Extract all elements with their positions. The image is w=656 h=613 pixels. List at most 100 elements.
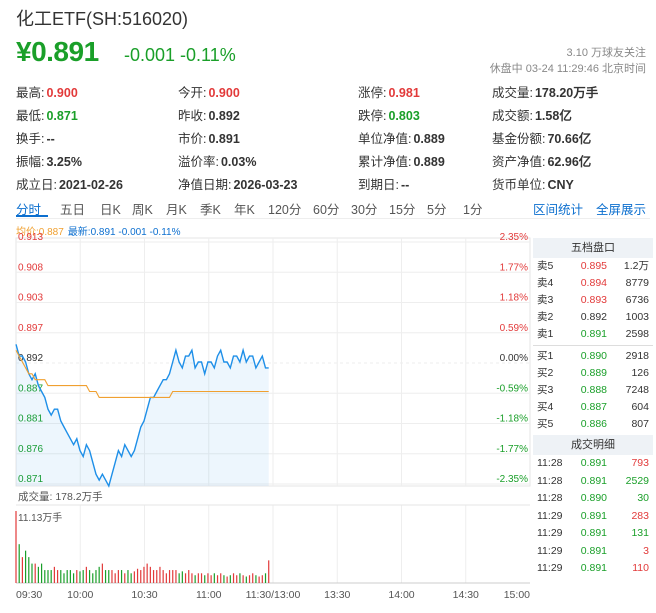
volume-bar bbox=[239, 573, 241, 583]
order-label: 卖2 bbox=[537, 311, 554, 323]
trade-price: 0.890 bbox=[580, 492, 607, 504]
trades-title: 成交明细 bbox=[533, 435, 653, 455]
volume-bar bbox=[220, 573, 222, 583]
volume-bar bbox=[162, 570, 164, 583]
stat-cell: 振幅: 3.25% bbox=[16, 151, 82, 170]
trade-time: 11:29 bbox=[537, 509, 563, 522]
tab-12[interactable]: 5分 bbox=[427, 203, 447, 217]
tab-4[interactable]: 周K bbox=[132, 203, 153, 217]
ask-row: 卖4 0.894 8779 bbox=[533, 275, 653, 292]
time-tick-label: 14:30 bbox=[453, 589, 479, 601]
y-pct-label: 1.18% bbox=[500, 293, 528, 304]
tab-10[interactable]: 30分 bbox=[351, 203, 378, 217]
stat-cell: 最低: 0.871 bbox=[16, 105, 78, 124]
order-volume: 1.2万 bbox=[623, 260, 649, 272]
stat-cell: 市价: 0.891 bbox=[178, 128, 240, 147]
y-pct-label: -0.59% bbox=[496, 383, 528, 394]
stat-value: 2021-02-26 bbox=[58, 178, 123, 192]
stats-row: 振幅: 3.25% 溢价率: 0.03% 累计净值: 0.889 资产净值: 62.96亿 bbox=[16, 151, 646, 174]
stat-cell: 成交量: 178.20万手 bbox=[492, 82, 598, 101]
price-change: -0.001 -0.11% bbox=[124, 45, 236, 65]
order-volume: 1003 bbox=[625, 311, 649, 323]
order-price: 0.894 bbox=[580, 277, 607, 289]
trade-row: 11:28 0.890 30 bbox=[533, 490, 653, 508]
stat-value: 0.03% bbox=[220, 155, 257, 169]
trade-time: 11:29 bbox=[537, 544, 563, 557]
tab-13[interactable]: 1分 bbox=[463, 203, 483, 217]
volume-bar bbox=[172, 570, 174, 583]
range-stats-button[interactable]: 区间统计 bbox=[533, 203, 584, 217]
stats-grid: 最高: 0.900 今开: 0.900 涨停: 0.981 成交量: 178.20万手 最低: 0… bbox=[16, 82, 646, 197]
tab-1[interactable]: 分时 bbox=[16, 203, 42, 217]
volume-bar bbox=[15, 511, 17, 583]
y-tick-label: 0.897 bbox=[18, 323, 43, 334]
y-tick-label: 0.892 bbox=[18, 353, 43, 364]
stat-label: 最低: bbox=[16, 109, 45, 123]
stat-label: 资产净值: bbox=[492, 155, 546, 169]
volume-bar bbox=[268, 560, 270, 583]
order-volume: 2918 bbox=[625, 350, 649, 362]
tab-3[interactable]: 日K bbox=[100, 203, 121, 217]
time-tick-label: 14:00 bbox=[388, 589, 414, 601]
order-label: 买4 bbox=[537, 401, 554, 413]
fullscreen-button[interactable]: 全屏展示 bbox=[596, 203, 647, 217]
tab-8[interactable]: 120分 bbox=[268, 203, 302, 217]
order-volume: 8779 bbox=[625, 277, 649, 289]
order-label: 卖3 bbox=[537, 294, 554, 306]
tab-2[interactable]: 五日 bbox=[60, 203, 86, 217]
stat-cell: 累计净值: 0.889 bbox=[358, 151, 445, 170]
stat-value: 0.900 bbox=[208, 86, 240, 100]
volume-bar bbox=[21, 557, 23, 583]
trade-row: 11:29 0.891 283 bbox=[533, 508, 653, 526]
tab-6[interactable]: 季K bbox=[200, 203, 221, 217]
volume-bar bbox=[95, 570, 97, 583]
volume-bar bbox=[143, 566, 145, 583]
stat-label: 溢价率: bbox=[178, 155, 219, 169]
stats-row: 成立日: 2021-02-26 净值日期: 2026-03-23 到期日: -- 货币单位:… bbox=[16, 174, 646, 197]
trade-price: 0.891 bbox=[580, 474, 607, 487]
volume-bar bbox=[245, 576, 247, 583]
bid-row: 买5 0.886 807 bbox=[533, 416, 653, 433]
stat-cell: 昨收: 0.892 bbox=[178, 105, 240, 124]
stat-label: 单位净值: bbox=[358, 132, 412, 146]
ask-row: 卖3 0.893 6736 bbox=[533, 292, 653, 309]
stat-label: 涨停: bbox=[358, 86, 387, 100]
time-tick-label: 11:30/13:00 bbox=[246, 589, 301, 601]
volume-bar bbox=[117, 570, 119, 583]
time-tick-label: 13:30 bbox=[324, 589, 350, 601]
volume-bar bbox=[229, 575, 231, 583]
volume-bar bbox=[136, 568, 139, 583]
tab-9[interactable]: 60分 bbox=[313, 203, 340, 217]
volume-bar bbox=[88, 570, 91, 583]
stat-label: 换手: bbox=[16, 132, 45, 146]
trade-volume: 283 bbox=[631, 509, 649, 522]
volume-bar bbox=[72, 573, 75, 583]
volume-bar bbox=[264, 573, 267, 583]
trade-time: 11:29 bbox=[537, 527, 563, 539]
stat-value: 0.892 bbox=[208, 109, 240, 123]
stat-cell: 单位净值: 0.889 bbox=[358, 128, 445, 147]
stat-label: 振幅: bbox=[16, 155, 45, 169]
volume-bar bbox=[82, 570, 84, 583]
stat-label: 货币单位: bbox=[492, 178, 546, 192]
bid-row: 买1 0.890 2918 bbox=[533, 348, 653, 365]
y-tick-label: 0.871 bbox=[18, 474, 43, 485]
stat-value: 62.96亿 bbox=[547, 155, 592, 169]
followers-count[interactable]: 3.10 万球友关注 bbox=[566, 47, 646, 59]
stat-value: 70.66亿 bbox=[547, 132, 592, 146]
volume-bar bbox=[258, 576, 260, 583]
volume-bar bbox=[92, 573, 94, 583]
tab-11[interactable]: 15分 bbox=[389, 203, 416, 217]
order-volume: 7248 bbox=[625, 384, 649, 396]
tab-7[interactable]: 年K bbox=[234, 203, 255, 217]
volume-bar bbox=[63, 573, 65, 583]
stat-cell: 涨停: 0.981 bbox=[358, 82, 420, 101]
stat-label: 市价: bbox=[178, 132, 207, 146]
volume-bar bbox=[207, 573, 209, 583]
stat-label: 跌停: bbox=[358, 109, 387, 123]
volume-bar bbox=[156, 570, 158, 583]
stat-label: 昨收: bbox=[178, 109, 207, 123]
stat-label: 成立日: bbox=[16, 178, 57, 192]
tab-5[interactable]: 月K bbox=[166, 203, 187, 217]
volume-bar bbox=[69, 570, 71, 583]
